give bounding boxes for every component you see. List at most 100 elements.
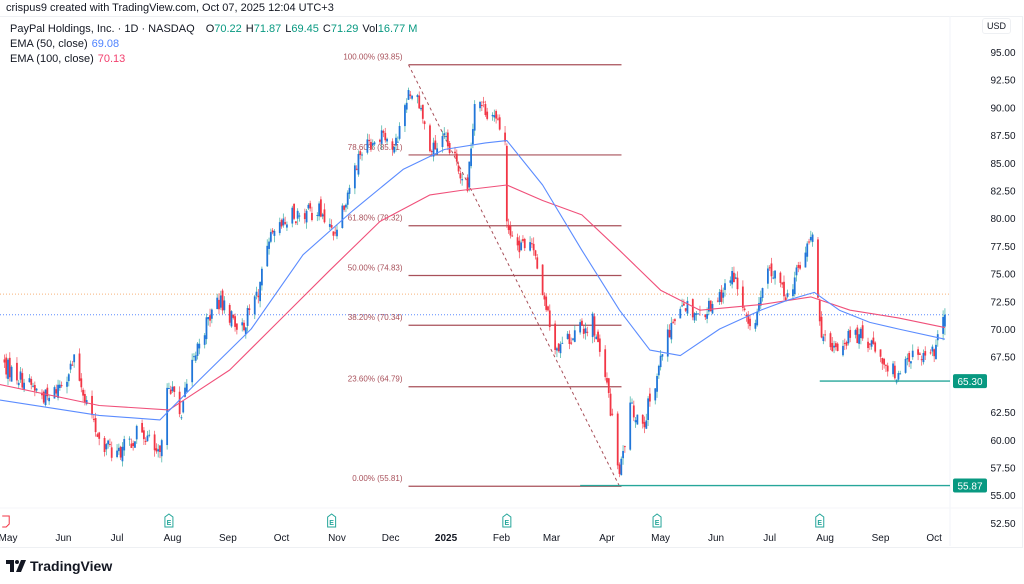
candle-down [518,240,521,253]
candle-down [818,300,821,322]
candle-down [616,413,619,466]
candle-down [607,378,610,394]
candle-up [822,336,825,342]
candle-up [286,224,288,228]
candle-down [643,422,646,428]
candle-up [219,295,222,308]
candle-up [556,348,558,351]
candle-down [457,165,460,172]
candle-up [393,146,396,153]
candle-up [380,130,383,144]
candle-up [520,242,523,251]
high-value: 71.87 [253,23,282,35]
candle-down [46,387,49,397]
candle-up [128,438,131,440]
candle-up [847,330,850,344]
candle-up [493,115,496,118]
ema100-legend[interactable]: EMA (100, close) 70.13 [10,52,417,67]
price-tick-label: 57.50 [990,464,1015,475]
candle-down [91,395,93,416]
candle-down [355,168,358,170]
candle-down [611,413,614,415]
candle-up [10,366,13,382]
candle-down [248,308,251,310]
candle-up [148,434,151,436]
candle-down [843,342,846,344]
candle-up [57,384,59,398]
candle-up [942,316,945,334]
candle-down [547,306,549,311]
candle-down [668,330,671,338]
candle-down [71,364,74,366]
candle-down [83,393,86,402]
candle-up [32,385,34,387]
candle-up [906,357,909,360]
candle-down [429,125,431,152]
tradingview-logo-icon [6,560,26,572]
candle-down [409,94,412,96]
price-tick-label: 92.50 [990,76,1015,87]
candle-up [559,344,562,354]
candle-up [278,222,281,234]
candle-up [305,210,308,223]
candle-down [747,314,750,324]
time-tick-label: Apr [599,533,615,544]
tradingview-logo[interactable]: TradingView [6,558,112,574]
candle-down [808,241,810,243]
candle-up [328,224,331,227]
candle-up [146,435,149,442]
price-tick-label: 85.00 [990,159,1015,170]
ema100-line [0,184,946,411]
price-tick-label: 82.50 [990,187,1015,198]
low-value: 69.45 [291,23,319,35]
candle-up [268,241,270,249]
price-tick-label: 77.50 [990,242,1015,253]
candle-up [223,300,226,311]
candle-down [883,358,886,365]
candle-down [209,315,211,321]
candle-up [107,440,110,445]
candle-up [416,95,419,98]
ema50-legend[interactable]: EMA (50, close) 69.08 [10,37,417,52]
candle-up [695,313,698,315]
candle-down [459,173,462,179]
candle-up [371,143,374,146]
candle-up [244,327,247,335]
candle-down [55,389,58,394]
candle-down [284,222,287,224]
candle-up [724,283,726,290]
candle-up [468,161,471,188]
candle-up [870,340,873,347]
candle-down [530,243,533,245]
candle-up [811,234,814,242]
candle-up [767,268,769,284]
candle-up [681,305,683,307]
candle-up [121,446,124,462]
candle-up [73,354,76,363]
candle-up [756,311,759,326]
support-price-label: 65.30 [957,377,982,388]
candle-down [834,343,837,348]
candle-down [504,132,506,142]
candle-down [743,308,746,311]
candle-up [260,268,263,286]
candle-up [935,344,937,360]
candle-down [886,365,889,372]
currency-button[interactable]: USD [982,18,1012,34]
candle-down [466,177,469,192]
candle-up [579,322,582,333]
chart-frame [0,16,1023,548]
ema100-value: 70.13 [97,53,126,65]
candle-up [858,334,860,344]
symbol-legend[interactable]: PayPal Holdings, Inc. · 1D · NASDAQ O 70.… [10,22,417,37]
candle-down [323,209,326,223]
candle-up [707,300,710,312]
candle-down [745,314,748,317]
candle-down [334,232,337,234]
candle-down [820,316,823,338]
earnings-marker-icon [652,513,662,528]
price-tick-label: 55.00 [990,491,1015,502]
candle-up [634,420,637,423]
candle-down [917,349,919,355]
